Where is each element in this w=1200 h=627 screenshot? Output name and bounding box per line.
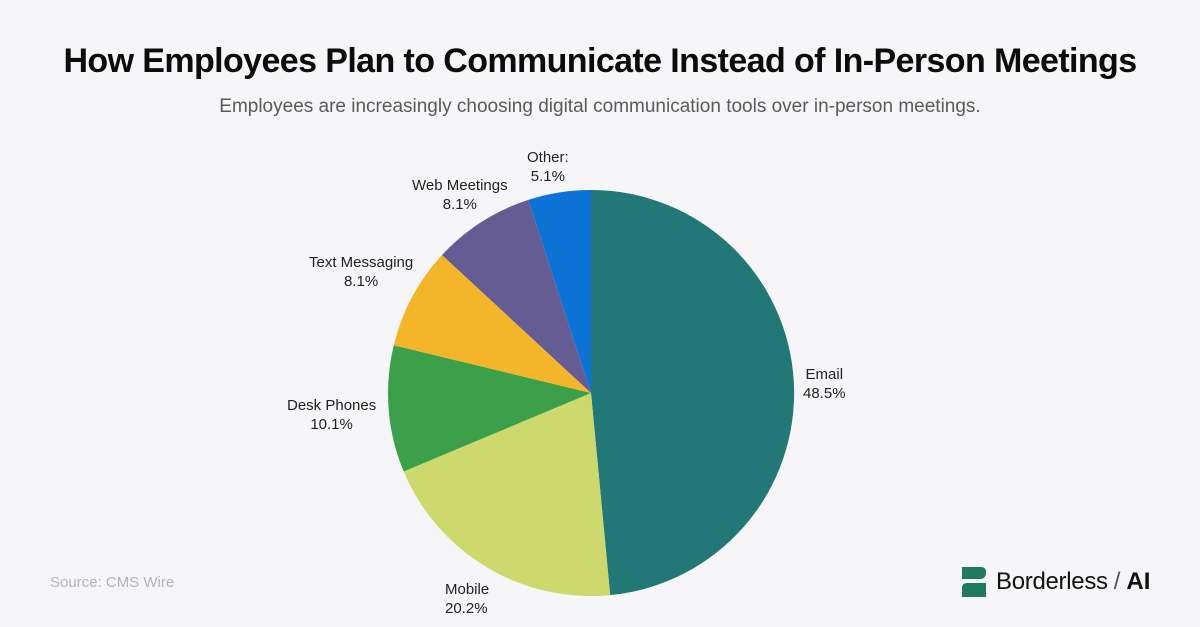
slice-web-meetings (442, 199, 591, 393)
brand-ai: AI (1126, 568, 1151, 595)
label-other: Other: 5.1% (527, 148, 569, 186)
label-mobile: Mobile 20.2% (445, 580, 489, 618)
label-email-value: 48.5% (803, 385, 846, 402)
slice-desk-phones (388, 345, 591, 472)
label-text-name: Text Messaging (309, 254, 414, 271)
chart-subtitle: Employees are increasingly choosing digi… (219, 96, 981, 117)
label-web-value: 8.1% (442, 196, 477, 213)
brand-separator: / (1113, 568, 1121, 595)
label-email-name: Email (805, 366, 844, 383)
label-web-name: Web Meetings (412, 177, 508, 194)
slice-other (528, 190, 591, 393)
source-note: Source: CMS Wire (50, 574, 175, 591)
slice-mobile (403, 393, 611, 597)
label-other-value: 5.1% (530, 168, 565, 185)
label-desk-phones: Desk Phones 10.1% (287, 396, 376, 434)
borderless-logo-icon (962, 567, 986, 597)
label-text-messaging: Text Messaging 8.1% (309, 253, 413, 291)
slice-text-messaging (393, 255, 591, 393)
label-desk-name: Desk Phones (287, 397, 377, 414)
brand-name: Borderless (996, 568, 1108, 595)
label-web-meetings: Web Meetings 8.1% (412, 176, 508, 214)
label-email: Email 48.5% (803, 365, 846, 403)
chart-title: How Employees Plan to Communicate Instea… (63, 42, 1137, 80)
brand-logo: Borderless / AI (962, 567, 1150, 597)
label-mobile-value: 20.2% (445, 600, 488, 617)
label-desk-value: 10.1% (310, 416, 353, 433)
slice-email (591, 189, 795, 596)
label-other-name: Other: (527, 149, 569, 166)
label-mobile-name: Mobile (445, 581, 490, 598)
label-text-value: 8.1% (344, 273, 379, 290)
